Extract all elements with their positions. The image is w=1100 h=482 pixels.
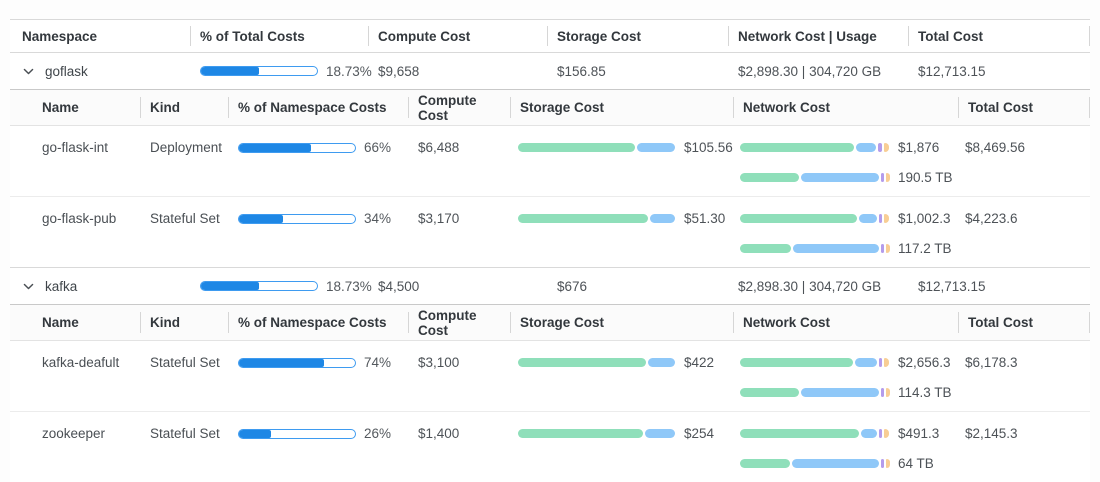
column-header-name: Name <box>42 315 79 330</box>
chevron-down-icon[interactable] <box>22 65 35 78</box>
workload-name: zookeeper <box>42 426 106 441</box>
column-header-namespace: Namespace <box>22 28 98 44</box>
column-header-compute: Compute Cost <box>408 90 510 125</box>
namespace-total-cost: $12,713.15 <box>918 63 986 79</box>
column-header-storage: Storage Cost <box>510 305 733 340</box>
namespace-name: goflask <box>45 63 88 79</box>
column-header-compute: Compute Cost <box>408 305 510 340</box>
column-header-network: Network Cost | Usage <box>728 20 908 52</box>
pct-namespace-bar <box>238 213 356 224</box>
pct-namespace-bar <box>238 357 356 368</box>
network-cost-value: $1,002.3 <box>898 211 951 226</box>
network-cost-value: $1,876 <box>898 140 940 155</box>
column-header-compute: Compute Cost <box>368 20 547 52</box>
workload-total-cost: $2,145.3 <box>965 426 1018 441</box>
workload-name: go-flask-pub <box>42 211 117 226</box>
workload-compute-cost: $3,170 <box>418 211 460 226</box>
network-usage-bar <box>740 388 890 397</box>
pct-namespace-bar <box>238 428 356 439</box>
workloads-table-goflask: Name Kind % of Namespace Costs Compute C… <box>10 90 1090 268</box>
workloads-table-kafka: Name Kind % of Namespace Costs Compute C… <box>10 305 1090 482</box>
chevron-down-icon[interactable] <box>22 280 35 293</box>
network-usage-value: 64 TB <box>898 456 934 471</box>
column-header-total: Total Cost <box>958 305 1090 340</box>
namespace-name: kafka <box>45 278 78 294</box>
workload-header-row: Name Kind % of Namespace Costs Compute C… <box>10 90 1090 126</box>
storage-cost-value: $105.56 <box>684 140 733 155</box>
network-cost-bar <box>740 214 890 223</box>
namespace-compute-cost: $9,658 <box>378 63 420 79</box>
workload-kind: Stateful Set <box>150 355 220 370</box>
network-cost-value: $491.3 <box>898 426 940 441</box>
network-usage-bar <box>740 244 890 253</box>
workload-name: kafka-deafult <box>42 355 120 370</box>
namespace-header-row: Namespace % of Total Costs Compute Cost … <box>10 20 1090 53</box>
workload-compute-cost: $3,100 <box>418 355 460 370</box>
pct-total-bar <box>200 66 318 76</box>
storage-cost-bar <box>518 429 676 438</box>
workload-total-cost: $4,223.6 <box>965 211 1018 226</box>
workload-row-go-flask-int[interactable]: go-flask-int Deployment 66% $6,488 $105.… <box>10 126 1090 197</box>
workload-compute-cost: $6,488 <box>418 140 460 155</box>
workload-kind: Deployment <box>150 140 223 155</box>
workload-total-cost: $8,469.56 <box>965 140 1026 155</box>
storage-cost-bar <box>518 143 676 152</box>
network-usage-value: 117.2 TB <box>898 241 952 256</box>
network-cost-bar <box>740 429 890 438</box>
network-usage-value: 114.3 TB <box>898 385 952 400</box>
column-header-total: Total Cost <box>908 20 1090 52</box>
namespace-row-goflask[interactable]: goflask 18.73% $9,658 $156.85 $2,898.30 … <box>10 53 1090 90</box>
column-header-storage: Storage Cost <box>510 90 733 125</box>
pct-total-value: 18.73% <box>326 63 372 79</box>
workload-total-cost: $6,178.3 <box>965 355 1018 370</box>
workload-row-go-flask-pub[interactable]: go-flask-pub Stateful Set 34% $3,170 $51… <box>10 197 1090 268</box>
column-header-network: Network Cost <box>733 90 958 125</box>
namespace-row-kafka[interactable]: kafka 18.73% $4,500 $676 $2,898.30 | 304… <box>10 268 1090 305</box>
column-header-kind: Kind <box>140 90 228 125</box>
pct-namespace-value: 74% <box>364 355 392 370</box>
column-header-pct-total: % of Total Costs <box>190 20 368 52</box>
cost-table: Namespace % of Total Costs Compute Cost … <box>10 19 1090 482</box>
pct-total-bar <box>200 281 318 291</box>
column-header-pct-namespace: % of Namespace Costs <box>228 305 408 340</box>
column-header-network: Network Cost <box>733 305 958 340</box>
network-cost-bar <box>740 358 890 367</box>
workload-kind: Stateful Set <box>150 211 220 226</box>
storage-cost-value: $254 <box>684 426 715 441</box>
network-usage-value: 190.5 TB <box>898 170 953 185</box>
workload-header-row: Name Kind % of Namespace Costs Compute C… <box>10 305 1090 341</box>
namespace-total-cost: $12,713.15 <box>918 278 986 294</box>
column-header-name: Name <box>42 100 79 115</box>
network-cost-bar <box>740 143 890 152</box>
workload-row-zookeeper[interactable]: zookeeper Stateful Set 26% $1,400 $254 <box>10 412 1090 482</box>
column-header-kind: Kind <box>140 305 228 340</box>
network-cost-value: $2,656.3 <box>898 355 951 370</box>
namespace-compute-cost: $4,500 <box>378 278 420 294</box>
namespace-storage-cost: $156.85 <box>557 63 606 79</box>
workload-kind: Stateful Set <box>150 426 220 441</box>
namespace-network-cost-usage: $2,898.30 | 304,720 GB <box>738 63 882 79</box>
column-header-storage: Storage Cost <box>547 20 728 52</box>
pct-namespace-value: 34% <box>364 211 392 226</box>
pct-namespace-value: 26% <box>364 426 392 441</box>
workload-row-kafka-deafult[interactable]: kafka-deafult Stateful Set 74% $3,100 $4… <box>10 341 1090 412</box>
storage-cost-bar <box>518 214 676 223</box>
storage-cost-bar <box>518 358 676 367</box>
pct-namespace-bar <box>238 142 356 153</box>
column-header-total: Total Cost <box>958 90 1090 125</box>
namespace-network-cost-usage: $2,898.30 | 304,720 GB <box>738 278 882 294</box>
pct-namespace-value: 66% <box>364 140 392 155</box>
network-usage-bar <box>740 459 890 468</box>
workload-name: go-flask-int <box>42 140 109 155</box>
pct-total-value: 18.73% <box>326 278 372 294</box>
storage-cost-value: $51.30 <box>684 211 726 226</box>
storage-cost-value: $422 <box>684 355 715 370</box>
network-usage-bar <box>740 173 890 182</box>
column-header-pct-namespace: % of Namespace Costs <box>228 90 408 125</box>
workload-compute-cost: $1,400 <box>418 426 460 441</box>
namespace-storage-cost: $676 <box>557 278 588 294</box>
